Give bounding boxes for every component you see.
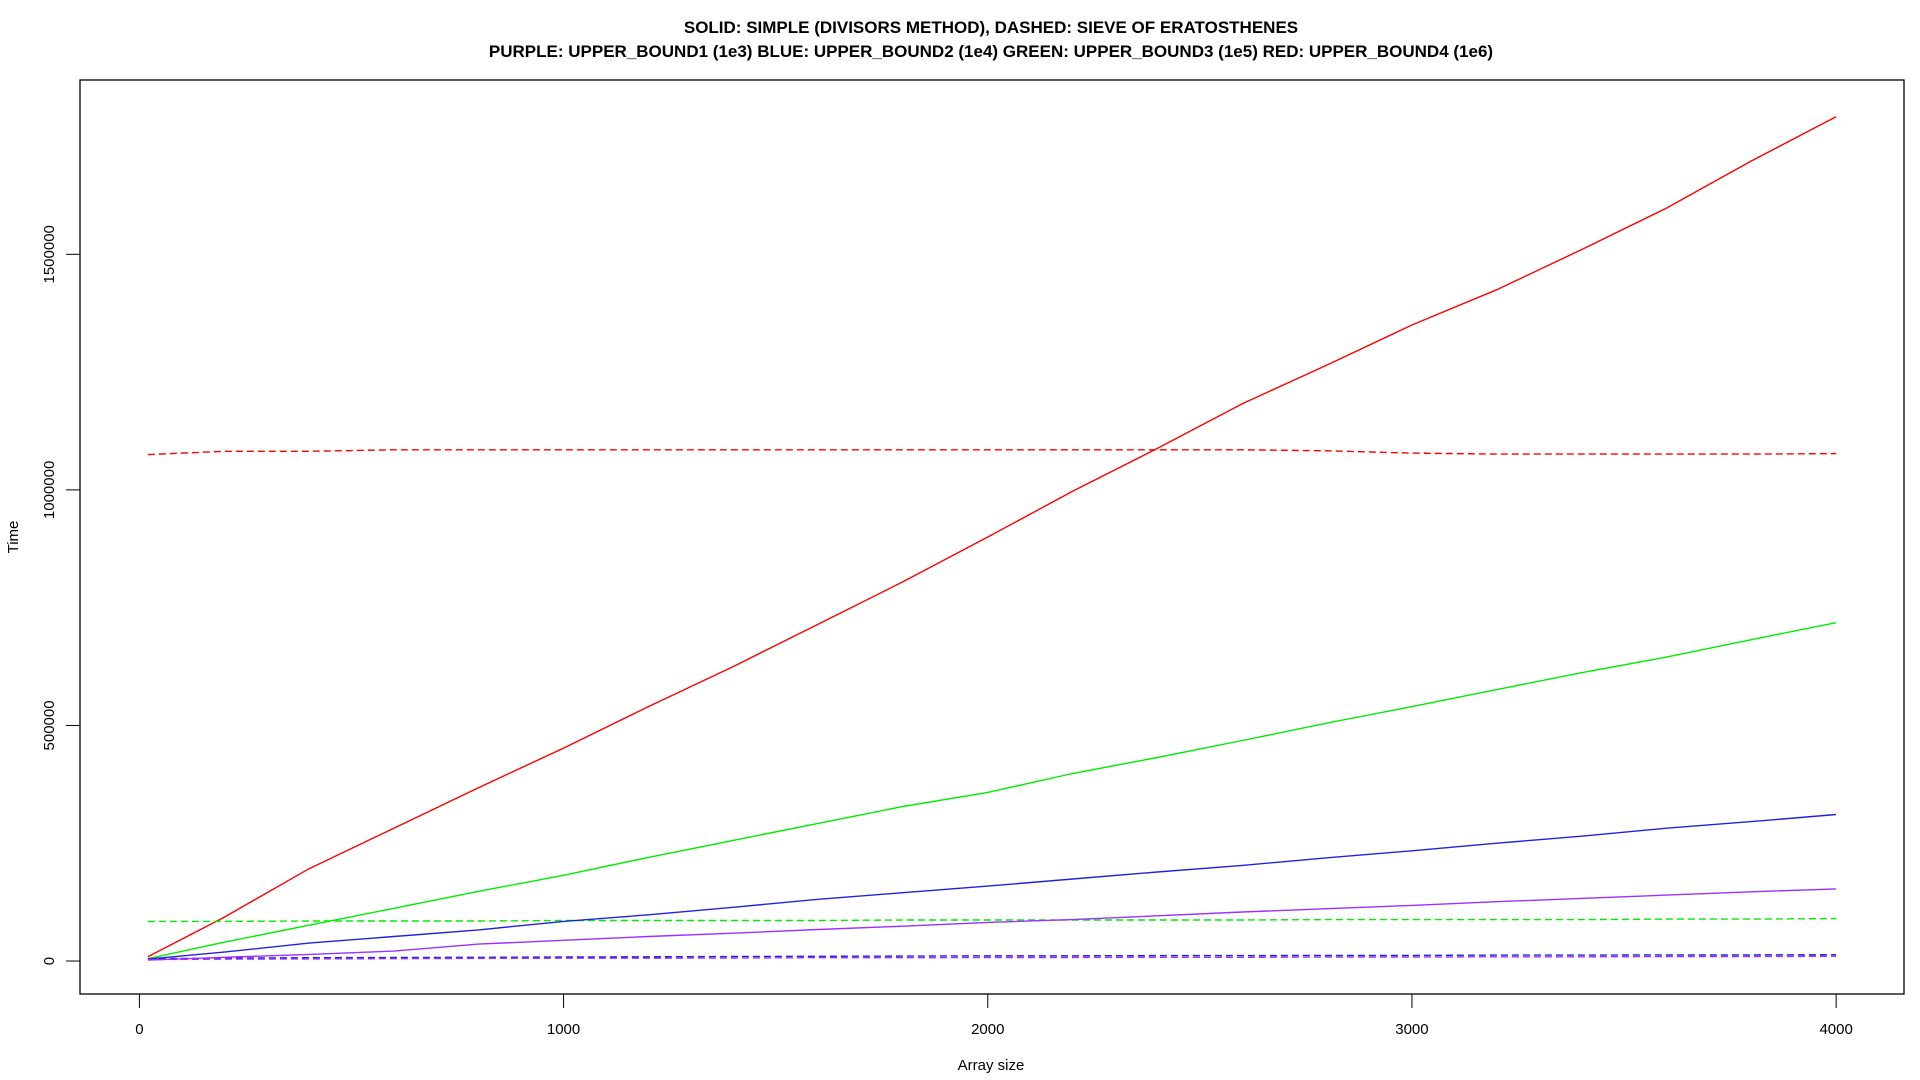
chart-title: SOLID: SIMPLE (DIVISORS METHOD), DASHED:… xyxy=(684,18,1298,37)
x-tick-label: 4000 xyxy=(1819,1021,1852,1038)
y-tick-label: 1000000 xyxy=(41,461,58,519)
y-tick-label: 500000 xyxy=(41,700,58,750)
series-line-2 xyxy=(147,622,1837,960)
series-line-5 xyxy=(147,954,1837,960)
x-axis-title: Array size xyxy=(958,1057,1025,1074)
x-tick-label: 3000 xyxy=(1395,1021,1428,1038)
series-line-0 xyxy=(147,116,1837,958)
series-line-4 xyxy=(147,813,1837,960)
series-line-3 xyxy=(147,917,1837,923)
x-axis: 0 1000 2000 3000 4000 xyxy=(135,993,1853,1038)
series-layer xyxy=(147,116,1837,961)
series-line-1 xyxy=(147,449,1837,456)
chart-subtitle: PURPLE: UPPER_BOUND1 (1e3) BLUE: UPPER_B… xyxy=(489,42,1493,61)
series-line-6 xyxy=(147,888,1837,961)
y-tick-label: 1500000 xyxy=(41,225,58,283)
x-tick-label: 0 xyxy=(135,1021,143,1038)
series-line-7 xyxy=(147,955,1837,961)
x-tick-label: 2000 xyxy=(971,1021,1004,1038)
x-tick-label: 1000 xyxy=(547,1021,580,1038)
y-tick-label: 0 xyxy=(41,957,58,965)
y-axis-title: Time xyxy=(5,521,22,554)
plot-frame xyxy=(79,79,1905,995)
y-axis: 0 500000 1000000 1500000 xyxy=(41,225,81,965)
